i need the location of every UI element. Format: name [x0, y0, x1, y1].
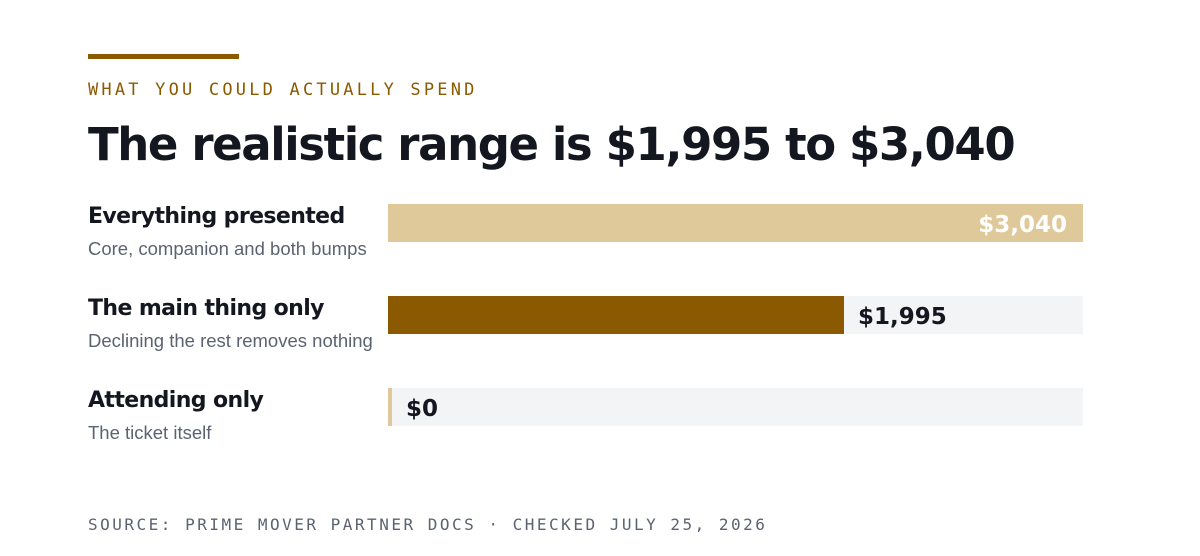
bar-row: Everything presented Core, companion and … — [88, 204, 1083, 264]
bar-value-label: $3,040 — [978, 212, 1067, 238]
bar-value-label: $1,995 — [858, 304, 947, 330]
bar-category-label: Attending only — [88, 388, 264, 413]
bar — [388, 296, 844, 334]
eyebrow-label: WHAT YOU COULD ACTUALLY SPEND — [88, 80, 478, 100]
bar-value-label: $0 — [406, 396, 439, 422]
bar-category-label: The main thing only — [88, 296, 325, 321]
bar-track: $0 — [388, 388, 1083, 426]
bar-row: Attending only The ticket itself $0 — [88, 388, 1083, 448]
bar-category-label: Everything presented — [88, 204, 345, 229]
bar — [388, 388, 392, 426]
bar-track: $3,040 — [388, 204, 1083, 242]
source-note: SOURCE: PRIME MOVER PARTNER DOCS · CHECK… — [88, 515, 768, 534]
bar-row: The main thing only Declining the rest re… — [88, 296, 1083, 356]
accent-rule — [88, 54, 239, 59]
bar-category-sublabel: Declining the rest removes nothing — [88, 330, 373, 351]
bar — [388, 204, 1083, 242]
bar-track: $1,995 — [388, 296, 1083, 334]
bar-category-sublabel: Core, companion and both bumps — [88, 238, 367, 259]
bar-category-sublabel: The ticket itself — [88, 422, 212, 443]
chart-title: The realistic range is $1,995 to $3,040 — [88, 118, 1016, 171]
